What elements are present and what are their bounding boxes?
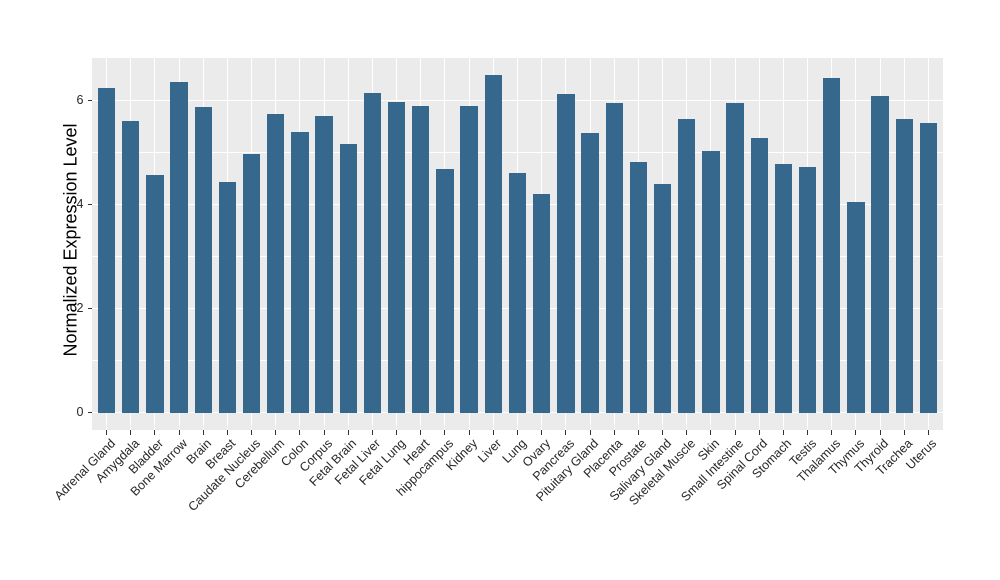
bar (605, 102, 623, 413)
x-tick-mark (541, 430, 543, 435)
bar (194, 106, 212, 413)
x-tick-mark (371, 430, 373, 435)
x-tick-mark (130, 430, 132, 435)
x-tick-mark (831, 430, 833, 435)
bar (774, 163, 793, 413)
x-tick-mark (734, 430, 736, 435)
x-tick-mark (468, 430, 470, 435)
x-tick-label: Liver (475, 436, 505, 466)
x-tick-mark (589, 430, 591, 435)
bar (823, 77, 841, 413)
x-tick-mark (758, 430, 760, 435)
bar (218, 182, 237, 413)
bar (121, 120, 140, 413)
x-tick-mark (662, 430, 664, 435)
x-tick-mark (299, 430, 301, 435)
x-tick-mark (903, 430, 905, 435)
bar (847, 201, 865, 413)
x-tick-mark (275, 430, 277, 435)
y-tick-mark (87, 99, 92, 101)
bar (581, 133, 599, 413)
x-tick-mark (927, 430, 929, 435)
y-tick-mark (87, 412, 92, 414)
bar (798, 167, 817, 413)
bar (170, 82, 188, 413)
bar (339, 144, 357, 413)
x-tick-mark (637, 430, 639, 435)
x-tick-mark (420, 430, 422, 435)
bar (460, 105, 478, 413)
y-tick-label: 4 (76, 196, 84, 211)
bar (412, 105, 430, 413)
x-tick-mark (613, 430, 615, 435)
bar (726, 103, 744, 413)
x-tick-mark (517, 430, 518, 435)
bar (484, 74, 503, 413)
bar (678, 118, 696, 413)
bar (315, 116, 333, 413)
bar (919, 123, 938, 413)
x-tick-mark (710, 430, 712, 435)
y-tick-label: 6 (76, 92, 84, 107)
x-tick-mark (807, 430, 809, 435)
x-tick-mark (323, 430, 325, 435)
bar (291, 131, 309, 413)
x-tick-mark (154, 430, 156, 435)
bar (436, 169, 454, 413)
x-tick-mark (565, 430, 567, 435)
y-tick-label: 0 (76, 405, 84, 420)
x-tick-mark (106, 430, 107, 435)
bar (871, 96, 889, 413)
x-tick-mark (202, 430, 204, 435)
bar (242, 153, 261, 413)
x-tick-mark (226, 430, 228, 435)
bar (895, 118, 914, 413)
x-tick-mark (879, 430, 881, 435)
bar (97, 87, 116, 413)
x-tick-mark (782, 430, 784, 435)
y-tick-mark (87, 203, 92, 205)
x-tick-mark (686, 430, 688, 435)
bar (363, 93, 382, 413)
y-axis-title: Normalized Expression Level (60, 123, 81, 357)
bar (750, 137, 768, 413)
bar (146, 174, 164, 413)
bar (702, 150, 720, 413)
plot-panel (92, 58, 943, 430)
y-tick-mark (87, 308, 92, 310)
bar (653, 184, 672, 413)
bar (508, 173, 527, 413)
x-tick-mark (855, 430, 857, 435)
y-tick-label: 2 (76, 301, 84, 316)
bar (387, 102, 406, 413)
x-tick-mark (251, 430, 253, 435)
x-tick-mark (444, 430, 446, 435)
x-tick-mark (347, 430, 349, 435)
x-tick-mark (396, 430, 398, 435)
bar (532, 193, 551, 413)
x-tick-mark (492, 430, 494, 435)
bar (267, 113, 285, 413)
bar (557, 94, 575, 413)
bar (629, 162, 648, 413)
x-tick-mark (178, 430, 180, 435)
